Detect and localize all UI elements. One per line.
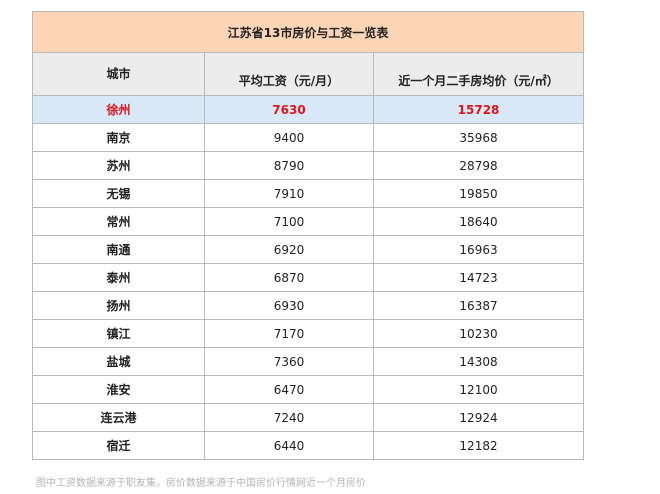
cell-price: 19850: [372, 179, 585, 208]
cell-price: 12924: [372, 403, 585, 432]
header-wage: 平均工资（元/月）: [204, 52, 374, 96]
cell-wage: 7100: [204, 207, 374, 236]
cell-city: 苏州: [32, 151, 205, 180]
cell-city: 盐城: [32, 347, 205, 376]
table-row: 连云港 7240 12924: [32, 403, 585, 432]
cell-city: 镇江: [32, 319, 205, 348]
cell-wage: 7910: [204, 179, 374, 208]
table-row: 苏州 8790 28798: [32, 151, 585, 180]
table-header-row: 城市 平均工资（元/月） 近一个月二手房均价（元/㎡）: [32, 52, 585, 96]
cell-wage: 6470: [204, 375, 374, 404]
cell-wage: 6870: [204, 263, 374, 292]
cell-wage: 9400: [204, 123, 374, 152]
cell-wage: 8790: [204, 151, 374, 180]
cell-price: 16387: [372, 291, 585, 320]
cell-price: 14723: [372, 263, 585, 292]
cell-wage: 7240: [204, 403, 374, 432]
cell-city: 南通: [32, 235, 205, 264]
cell-wage: 6920: [204, 235, 374, 264]
table-title-row: 江苏省13市房价与工资一览表: [31, 11, 585, 53]
table-row: 镇江 7170 10230: [32, 319, 585, 348]
cell-wage: 6440: [204, 431, 374, 460]
table-row: 南通 6920 16963: [32, 235, 585, 264]
cell-wage: 7360: [204, 347, 374, 376]
cell-city: 徐州: [32, 95, 205, 124]
header-city: 城市: [32, 52, 205, 96]
housing-wage-table: 江苏省13市房价与工资一览表 城市 平均工资（元/月） 近一个月二手房均价（元/…: [31, 11, 585, 460]
cell-city: 泰州: [32, 263, 205, 292]
cell-city: 扬州: [32, 291, 205, 320]
table-row: 泰州 6870 14723: [32, 263, 585, 292]
table-row: 徐州 7630 15728: [32, 95, 585, 124]
cell-price: 16963: [372, 235, 585, 264]
table-row: 淮安 6470 12100: [32, 375, 585, 404]
header-price: 近一个月二手房均价（元/㎡）: [372, 52, 585, 96]
cell-price: 35968: [372, 123, 585, 152]
cell-price: 10230: [372, 319, 585, 348]
cell-city: 淮安: [32, 375, 205, 404]
cell-city: 宿迁: [32, 431, 205, 460]
table-row: 宿迁 6440 12182: [32, 431, 585, 460]
cell-city: 常州: [32, 207, 205, 236]
cell-city: 无锡: [32, 179, 205, 208]
cell-price: 15728: [372, 95, 585, 124]
cell-price: 18640: [372, 207, 585, 236]
cell-price: 14308: [372, 347, 585, 376]
cell-wage: 7170: [204, 319, 374, 348]
cell-price: 28798: [372, 151, 585, 180]
table-title: 江苏省13市房价与工资一览表: [31, 11, 585, 53]
cell-city: 连云港: [32, 403, 205, 432]
table-row: 盐城 7360 14308: [32, 347, 585, 376]
cell-price: 12182: [372, 431, 585, 460]
table-body: 徐州 7630 15728 南京 9400 35968 苏州 8790 28798 无锡 7910 1…: [32, 95, 585, 460]
table-row: 常州 7100 18640: [32, 207, 585, 236]
cell-wage: 6930: [204, 291, 374, 320]
table-row: 扬州 6930 16387: [32, 291, 585, 320]
table-row: 南京 9400 35968: [32, 123, 585, 152]
cell-city: 南京: [32, 123, 205, 152]
table-row: 无锡 7910 19850: [32, 179, 585, 208]
cell-price: 12100: [372, 375, 585, 404]
source-note: 图中工资数据来源于职友集，房价数据来源于中国房价行情网近一个月房价: [36, 478, 366, 489]
cell-wage: 7630: [204, 95, 374, 124]
